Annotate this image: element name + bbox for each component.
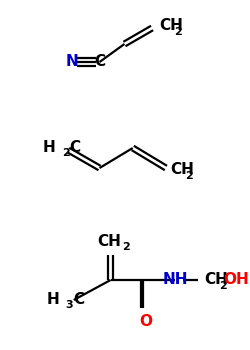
- Text: 2: 2: [62, 148, 70, 158]
- Text: C: C: [73, 293, 84, 308]
- Text: 2: 2: [122, 242, 130, 252]
- Text: CH: CH: [97, 233, 121, 248]
- Text: C: C: [94, 55, 105, 70]
- Text: O: O: [139, 315, 152, 329]
- Text: CH: CH: [160, 19, 183, 34]
- Text: CH: CH: [205, 273, 229, 287]
- Text: H: H: [46, 293, 59, 308]
- Text: 2: 2: [220, 281, 227, 291]
- Text: H: H: [42, 140, 55, 155]
- Text: N: N: [66, 55, 78, 70]
- Text: 3: 3: [66, 300, 73, 310]
- Text: 2: 2: [185, 171, 193, 181]
- Text: NH: NH: [162, 273, 188, 287]
- Text: 2: 2: [174, 27, 182, 37]
- Text: C: C: [69, 140, 80, 155]
- Text: OH: OH: [223, 273, 249, 287]
- Text: CH: CH: [170, 162, 194, 177]
